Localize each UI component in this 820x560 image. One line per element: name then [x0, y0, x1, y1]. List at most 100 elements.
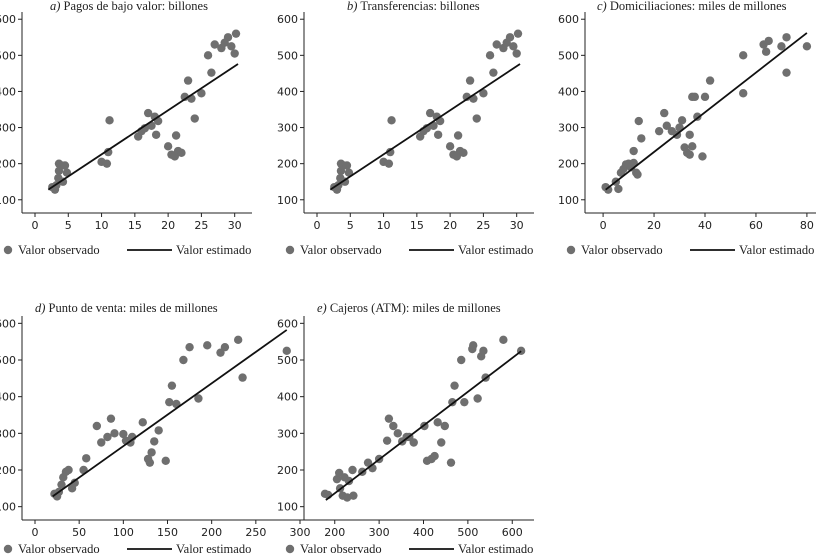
x-tick-label: 300 [369, 526, 390, 539]
data-point [384, 414, 394, 423]
y-tick-label: 500 [277, 49, 298, 62]
data-point [700, 92, 710, 102]
x-tick-label: 10 [95, 219, 109, 232]
legend-label-estimated: Valor estimado [739, 243, 814, 257]
data-point [64, 465, 73, 475]
y-tick-label: 300 [0, 427, 16, 440]
panel-title-text: Domiciliaciones: miles de millones [607, 0, 787, 13]
y-tick-label: 200 [277, 464, 298, 477]
y-tick-label: 600 [558, 13, 579, 26]
data-point [485, 51, 495, 60]
legend-label-estimated: Valor estimado [458, 243, 533, 257]
data-point [167, 381, 177, 390]
data-point [469, 341, 478, 350]
legend-label-observed: Valor observado [581, 243, 663, 257]
data-point [489, 68, 498, 77]
data-point [677, 116, 687, 125]
y-tick-label: 400 [0, 391, 16, 404]
data-point [499, 335, 508, 345]
data-point [203, 341, 212, 350]
y-tick-label: 600 [0, 317, 16, 330]
y-tick-label: 100 [277, 194, 298, 207]
legend-label-observed: Valor observado [300, 243, 382, 257]
y-tick-label: 200 [558, 158, 579, 171]
fitted-line [605, 32, 808, 191]
x-tick-label: 15 [128, 219, 142, 232]
y-tick-label: 300 [277, 427, 298, 440]
data-point [349, 491, 358, 500]
y-tick-label: 200 [0, 158, 16, 171]
y-tick-label: 600 [277, 317, 298, 330]
x-tick-label: 0 [314, 219, 321, 232]
data-point [445, 142, 455, 151]
data-point [457, 355, 466, 365]
data-point [492, 40, 501, 49]
data-point [223, 33, 233, 42]
panel-title-text: Cajeros (ATM): miles de millones [327, 301, 501, 315]
data-point [177, 148, 186, 158]
data-point [473, 394, 482, 403]
y-tick-label: 300 [558, 122, 579, 135]
data-point [165, 397, 174, 407]
data-point [154, 426, 163, 435]
y-tick-label: 400 [277, 391, 298, 404]
x-tick-label: 15 [410, 219, 424, 232]
data-point [220, 342, 230, 352]
panel-title-letter: b) [347, 0, 357, 13]
data-point [145, 458, 155, 467]
data-point [233, 335, 243, 345]
data-point [425, 108, 435, 118]
panel-title-text: Punto de venta: miles de millones [45, 301, 217, 315]
data-point [450, 381, 459, 390]
data-point [705, 76, 715, 85]
data-point [102, 159, 112, 168]
data-point [143, 108, 153, 118]
data-point [614, 184, 623, 194]
data-point [151, 130, 161, 139]
data-point [479, 89, 488, 98]
data-point [147, 448, 156, 457]
data-point [387, 116, 396, 125]
x-tick-label: 60 [749, 219, 763, 232]
legend-label-observed: Valor observado [18, 243, 100, 257]
scatter-panel-2: b) Transferencias: billones1002003004005… [277, 0, 534, 257]
data-point [654, 126, 664, 136]
data-point [698, 152, 707, 161]
data-point [409, 438, 418, 447]
data-point [453, 131, 463, 140]
fitted-line [329, 63, 521, 191]
panel-title-letter: c) [597, 0, 607, 13]
x-tick-label: 200 [201, 526, 222, 539]
data-point [782, 68, 791, 77]
legend-marker-observed [285, 245, 295, 255]
data-point [62, 168, 72, 177]
legend-marker-observed [285, 544, 295, 554]
legend-marker-observed [3, 245, 13, 255]
data-point [179, 355, 188, 365]
data-point [433, 130, 443, 139]
legend-label-estimated: Valor estimado [458, 542, 533, 556]
panel-title: d) Punto de venta: miles de millones [35, 301, 218, 315]
legend-label-observed: Valor observado [18, 542, 100, 556]
y-tick-label: 500 [558, 49, 579, 62]
x-tick-label: 400 [413, 526, 434, 539]
data-point [777, 42, 786, 51]
data-point [782, 33, 791, 42]
data-point [437, 438, 446, 447]
data-point [764, 36, 773, 46]
panel-title: c) Domiciliaciones: miles de millones [597, 0, 787, 13]
data-point [227, 42, 236, 51]
data-point [163, 142, 173, 151]
panel-title-text: Pagos de bajo valor: billones [60, 0, 208, 13]
data-point [230, 49, 239, 58]
data-point [685, 130, 694, 139]
data-point [104, 147, 113, 157]
legend-label-estimated: Valor estimado [176, 542, 251, 556]
fitted-line [52, 329, 288, 498]
panel-title-letter: a) [50, 0, 60, 13]
scatter-panel-1: a) Pagos de bajo valor: billones10020030… [0, 0, 252, 257]
y-tick-label: 100 [558, 194, 579, 207]
data-point [633, 170, 642, 179]
data-point [138, 418, 147, 427]
